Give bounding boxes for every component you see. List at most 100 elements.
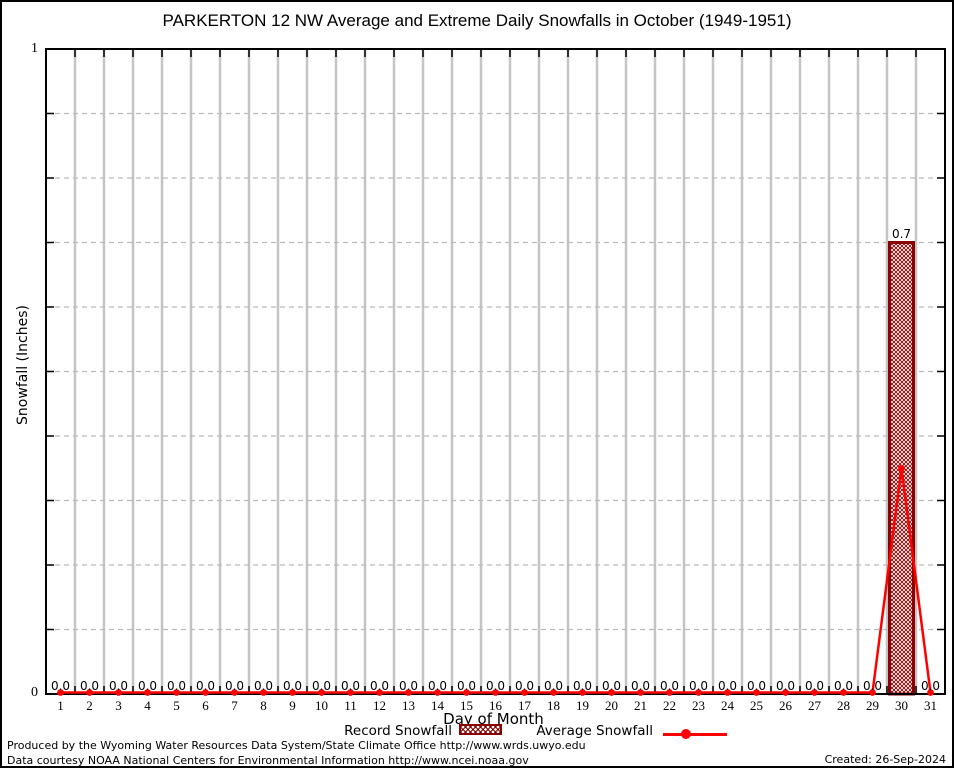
average-snowfall-point — [579, 689, 586, 696]
average-snowfall-point — [492, 689, 499, 696]
footer-data-courtesy: Data courtesy NOAA National Centers for … — [7, 754, 529, 767]
record-value-label: 0.0 — [805, 679, 824, 693]
record-value-label: 0.0 — [138, 679, 157, 693]
record-value-label: 0.0 — [486, 679, 505, 693]
y-axis-tick-min: 0 — [31, 685, 38, 700]
x-tick-label: 22 — [663, 698, 676, 713]
record-value-label: 0.0 — [167, 679, 186, 693]
x-tick-label: 19 — [576, 698, 589, 713]
average-snowfall-point — [86, 689, 93, 696]
x-tick-label: 14 — [431, 698, 445, 713]
average-snowfall-point — [376, 689, 383, 696]
x-tick-label: 25 — [750, 698, 763, 713]
average-snowfall-point — [521, 689, 528, 696]
x-tick-label: 1 — [57, 698, 64, 713]
record-value-label: 0.0 — [225, 679, 244, 693]
record-value-label: 0.0 — [544, 679, 563, 693]
record-value-label: 0.0 — [631, 679, 650, 693]
average-snowfall-point — [666, 689, 673, 696]
average-snowfall-point — [927, 689, 934, 696]
x-tick-label: 26 — [779, 698, 793, 713]
x-tick-label: 10 — [315, 698, 328, 713]
average-snowfall-point — [144, 689, 151, 696]
average-snowfall-point — [289, 689, 296, 696]
x-tick-label: 23 — [692, 698, 705, 713]
average-snowfall-point — [869, 689, 876, 696]
x-tick-label: 28 — [837, 698, 850, 713]
x-tick-label: 12 — [373, 698, 386, 713]
record-value-label: 0.0 — [399, 679, 418, 693]
record-value-label: 0.0 — [370, 679, 389, 693]
average-snowfall-point — [550, 689, 557, 696]
record-value-label: 0.0 — [51, 679, 70, 693]
average-snowfall-point — [898, 464, 905, 472]
average-snowfall-point — [608, 689, 615, 696]
x-tick-label: 30 — [895, 698, 908, 713]
record-value-label: 0.0 — [196, 679, 215, 693]
x-tick-label: 16 — [489, 698, 503, 713]
record-value-label: 0.0 — [863, 679, 882, 693]
record-value-label: 0.0 — [80, 679, 99, 693]
x-tick-label: 17 — [518, 698, 532, 713]
average-snowfall-point — [840, 689, 847, 696]
average-snowfall-point — [57, 689, 64, 696]
x-tick-label: 20 — [605, 698, 618, 713]
record-value-label: 0.0 — [602, 679, 621, 693]
x-tick-label: 21 — [634, 698, 647, 713]
average-snowfall-point — [347, 689, 354, 696]
average-snowfall-point — [811, 689, 818, 696]
x-tick-label: 7 — [231, 698, 238, 713]
record-value-label: 0.0 — [921, 679, 940, 693]
record-value-label: 0.0 — [283, 679, 302, 693]
average-snowfall-point — [260, 689, 267, 696]
x-axis-label: Day of Month — [443, 710, 544, 728]
record-value-label: 0.7 — [892, 227, 911, 241]
x-tick-label: 2 — [86, 698, 93, 713]
x-tick-label: 9 — [289, 698, 296, 713]
average-snowfall-point — [637, 689, 644, 696]
record-value-label: 0.0 — [718, 679, 737, 693]
x-tick-label: 27 — [808, 698, 822, 713]
average-snowfall-point — [173, 689, 180, 696]
x-tick-label: 13 — [402, 698, 415, 713]
average-snowfall-point — [231, 689, 238, 696]
record-value-label: 0.0 — [109, 679, 128, 693]
legend-average-snowfall-label: Average Snowfall — [536, 723, 653, 739]
x-tick-label: 5 — [173, 698, 180, 713]
footer-produced-by: Produced by the Wyoming Water Resources … — [7, 739, 586, 752]
x-tick-label: 8 — [260, 698, 267, 713]
average-snowfall-point — [695, 689, 702, 696]
average-snowfall-point — [782, 689, 789, 696]
average-snowfall-point — [463, 689, 470, 696]
legend-average-point-icon — [681, 729, 691, 739]
legend-record-swatch-icon — [459, 724, 502, 735]
record-value-label: 0.0 — [515, 679, 534, 693]
record-value-label: 0.0 — [776, 679, 795, 693]
record-value-label: 0.0 — [428, 679, 447, 693]
record-value-label: 0.0 — [834, 679, 853, 693]
record-value-label: 0.0 — [341, 679, 360, 693]
record-value-label: 0.0 — [747, 679, 766, 693]
record-value-label: 0.0 — [573, 679, 592, 693]
average-snowfall-point — [202, 689, 209, 696]
footer-created-date: Created: 26-Sep-2024 — [824, 753, 946, 766]
legend-average-line-icon — [663, 733, 727, 736]
average-snowfall-point — [434, 689, 441, 696]
chart-title: PARKERTON 12 NW Average and Extreme Dail… — [162, 11, 792, 30]
average-snowfall-point — [405, 689, 412, 696]
x-tick-label: 4 — [144, 698, 151, 713]
average-snowfall-point — [724, 689, 731, 696]
y-axis-tick-max: 1 — [31, 41, 38, 56]
record-value-label: 0.0 — [254, 679, 273, 693]
average-snowfall-point — [318, 689, 325, 696]
x-tick-label: 31 — [924, 698, 937, 713]
x-tick-label: 3 — [115, 698, 122, 713]
x-tick-label: 18 — [547, 698, 560, 713]
average-snowfall-point — [753, 689, 760, 696]
x-tick-label: 24 — [721, 698, 735, 713]
average-snowfall-point — [115, 689, 122, 696]
record-value-label: 0.0 — [689, 679, 708, 693]
x-tick-label: 11 — [344, 698, 357, 713]
